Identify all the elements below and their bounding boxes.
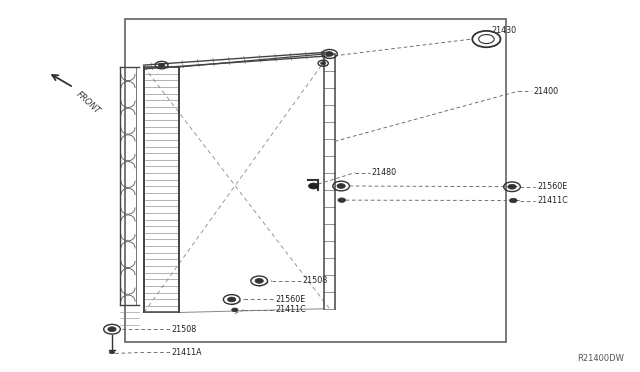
Circle shape — [337, 183, 346, 189]
Text: FRONT: FRONT — [75, 90, 102, 116]
Text: 21560E: 21560E — [537, 182, 567, 191]
Text: 21480: 21480 — [372, 168, 397, 177]
Circle shape — [228, 297, 236, 302]
Text: 21411A: 21411A — [172, 348, 202, 357]
Circle shape — [509, 198, 517, 203]
Text: 21508: 21508 — [172, 325, 196, 334]
Circle shape — [308, 183, 319, 189]
Circle shape — [321, 62, 326, 65]
Circle shape — [508, 185, 516, 189]
Circle shape — [109, 351, 115, 354]
Text: R21400DW: R21400DW — [577, 354, 624, 363]
Circle shape — [326, 52, 333, 56]
Circle shape — [232, 308, 238, 312]
Circle shape — [338, 198, 346, 202]
Text: 21411C: 21411C — [537, 196, 568, 205]
Bar — [125, 19, 506, 342]
Text: 21411C: 21411C — [275, 305, 306, 314]
Circle shape — [255, 278, 264, 283]
Circle shape — [108, 327, 116, 332]
Text: 21430: 21430 — [492, 26, 516, 35]
Text: 21400: 21400 — [533, 87, 558, 96]
Text: 21560E: 21560E — [275, 295, 305, 304]
Circle shape — [158, 63, 165, 67]
Text: 21508: 21508 — [303, 276, 328, 285]
